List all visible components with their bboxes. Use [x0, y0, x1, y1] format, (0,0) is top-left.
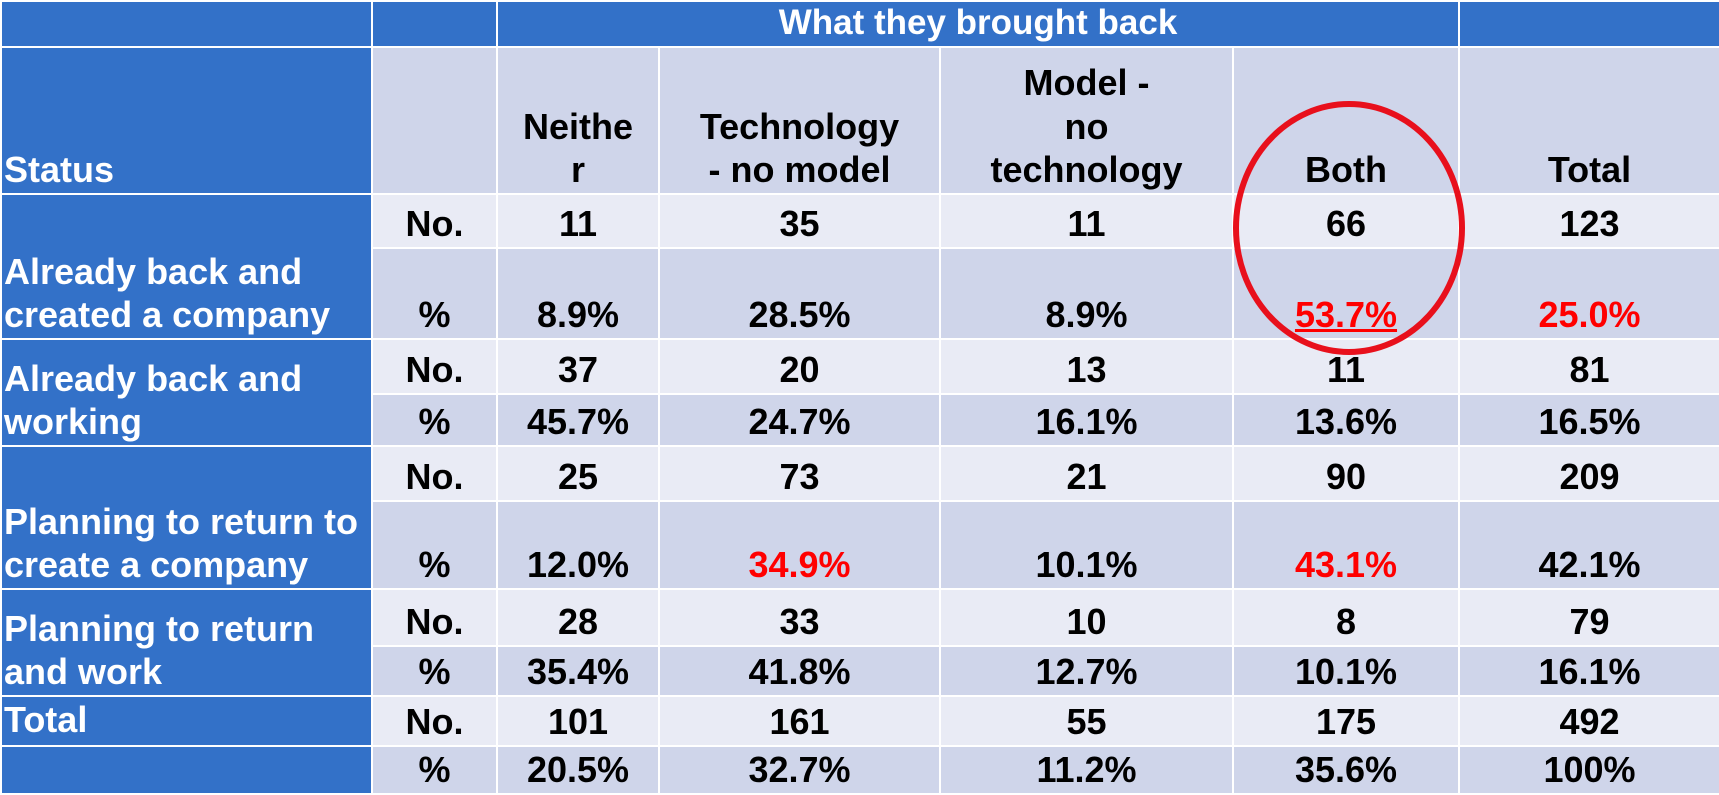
- value-cell: 34.9%: [658, 500, 941, 590]
- value-cell: 11: [496, 193, 660, 249]
- row-label: Planning to return to create a company: [0, 445, 373, 590]
- value-cell: 79: [1458, 588, 1719, 647]
- table-row: Planning to return to create a company No…: [0, 445, 1719, 590]
- table-row: Already back and working No. 37 20 13 11 81: [0, 338, 1719, 447]
- value-cell: 81: [1458, 338, 1719, 395]
- value-cell: 16.1%: [939, 393, 1234, 447]
- value-cell: 45.7%: [496, 393, 660, 447]
- table-row: Total No. 101 161 55 175 492: [0, 695, 1719, 747]
- value-cell: 32.7%: [658, 745, 941, 795]
- table-title: What they brought back: [496, 0, 1460, 48]
- row-label: Already back and created a company: [0, 193, 373, 340]
- value-cell: 33: [658, 588, 941, 647]
- value-cell: 13: [939, 338, 1234, 395]
- value-cell: 20.5%: [496, 745, 660, 795]
- measure-cell: No.: [371, 695, 498, 747]
- value-cell: 28: [496, 588, 660, 647]
- table-row: Planning to return and work No. 28 33 10 8 79: [0, 588, 1719, 697]
- value-cell: 55: [939, 695, 1234, 747]
- measure-cell: No.: [371, 588, 498, 647]
- column-header: Technology - no model: [658, 46, 941, 195]
- value-cell: 12.0%: [496, 500, 660, 590]
- table-row: % 12.0% 34.9% 10.1% 43.1% 42.1%: [1, 500, 1719, 590]
- measure-cell: %: [371, 500, 498, 590]
- blank-cell: [0, 0, 373, 48]
- value-cell: 37: [496, 338, 660, 395]
- blank-cell: [371, 46, 498, 195]
- header-row: Status Neithe r Technology - no model Mo…: [0, 46, 1719, 195]
- measure-cell: %: [371, 247, 498, 340]
- value-cell: 161: [658, 695, 941, 747]
- value-cell: 209: [1458, 445, 1719, 502]
- row-label: Already back and working: [0, 338, 373, 447]
- value-cell: 101: [496, 695, 660, 747]
- value-cell: 16.1%: [1458, 645, 1719, 697]
- row-label: Total: [0, 695, 373, 747]
- value-cell: 8: [1232, 588, 1460, 647]
- measure-cell: No.: [371, 338, 498, 395]
- value-cell: 35.6%: [1232, 745, 1460, 795]
- value-cell: 10.1%: [1232, 645, 1460, 697]
- table-row: Already back and created a company No. 11 3…: [0, 193, 1719, 340]
- measure-cell: No.: [371, 193, 498, 249]
- measure-cell: No.: [371, 445, 498, 502]
- column-header: Both: [1232, 46, 1460, 195]
- value-cell: 35.4%: [496, 645, 660, 697]
- value-cell: 41.8%: [658, 645, 941, 697]
- value-cell: 25.0%: [1458, 247, 1719, 340]
- value-cell: 16.5%: [1458, 393, 1719, 447]
- value-cell: 11: [1232, 338, 1460, 395]
- table-row: % 35.4% 41.8% 12.7% 10.1% 16.1%: [1, 645, 1719, 697]
- value-cell: 175: [1232, 695, 1460, 747]
- value-cell: 53.7%: [1232, 247, 1460, 340]
- status-header: Status: [0, 46, 373, 195]
- value-cell: 13.6%: [1232, 393, 1460, 447]
- row-label: Planning to return and work: [0, 588, 373, 697]
- value-cell: 11.2%: [939, 745, 1234, 795]
- blank-cell: [371, 0, 498, 48]
- table-row: % 45.7% 24.7% 16.1% 13.6% 16.5%: [1, 393, 1719, 447]
- value-cell: 24.7%: [658, 393, 941, 447]
- value-cell: 28.5%: [658, 247, 941, 340]
- value-cell: 12.7%: [939, 645, 1234, 697]
- measure-cell: %: [371, 393, 498, 447]
- blank-cell: [0, 745, 373, 795]
- value-cell: 10: [939, 588, 1234, 647]
- table-row: % 20.5% 32.7% 11.2% 35.6% 100%: [0, 745, 1719, 795]
- value-cell: 21: [939, 445, 1234, 502]
- value-cell: 42.1%: [1458, 500, 1719, 590]
- value-cell: 20: [658, 338, 941, 395]
- blank-cell: [1458, 0, 1719, 48]
- measure-cell: %: [371, 645, 498, 697]
- value-cell: 11: [939, 193, 1234, 249]
- value-cell: 10.1%: [939, 500, 1234, 590]
- measure-cell: %: [371, 745, 498, 795]
- value-cell: 73: [658, 445, 941, 502]
- value-cell: 43.1%: [1232, 500, 1460, 590]
- title-row: What they brought back: [0, 0, 1719, 48]
- value-cell: 100%: [1458, 745, 1719, 795]
- value-cell: 123: [1458, 193, 1719, 249]
- column-header: Total: [1458, 46, 1719, 195]
- value-cell: 35: [658, 193, 941, 249]
- column-header: Neithe r: [496, 46, 660, 195]
- column-header: Model - no technology: [939, 46, 1234, 195]
- value-cell: 492: [1458, 695, 1719, 747]
- value-cell: 8.9%: [939, 247, 1234, 340]
- value-cell: 25: [496, 445, 660, 502]
- value-cell: 8.9%: [496, 247, 660, 340]
- value-cell: 66: [1232, 193, 1460, 249]
- value-cell: 90: [1232, 445, 1460, 502]
